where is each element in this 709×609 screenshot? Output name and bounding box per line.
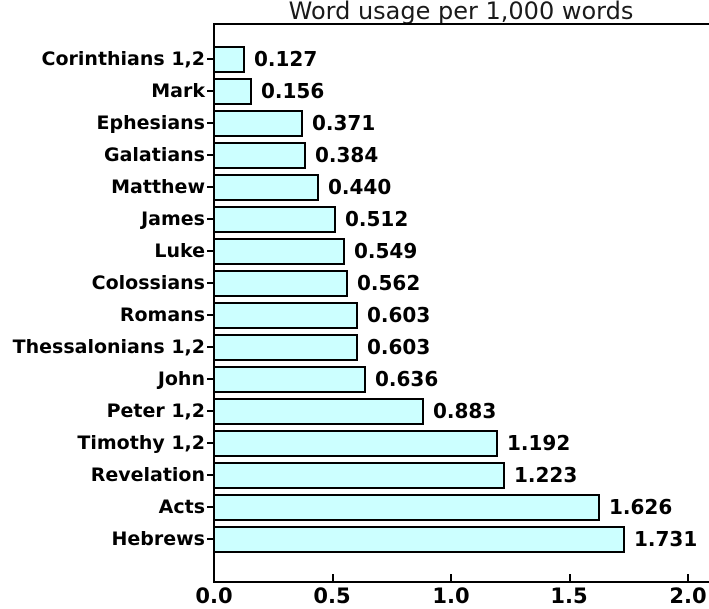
- y-category-label: James: [141, 208, 205, 230]
- y-axis-tick: [207, 218, 213, 220]
- y-category-label: Corinthians 1,2: [41, 48, 205, 70]
- value-label: 1.223: [514, 463, 578, 487]
- y-category-label: Galatians: [103, 144, 205, 166]
- y-axis-tick: [207, 154, 213, 156]
- y-category-label: Romans: [119, 304, 205, 326]
- y-category-label: Acts: [158, 496, 205, 518]
- y-axis-tick: [207, 410, 213, 412]
- value-label: 0.549: [354, 239, 418, 263]
- value-label: 0.883: [433, 399, 497, 423]
- y-category-label: Ephesians: [96, 112, 205, 134]
- bar: [215, 398, 424, 425]
- x-tick-label: 0.5: [313, 584, 351, 608]
- y-axis-tick: [207, 378, 213, 380]
- y-axis-tick: [207, 538, 213, 540]
- y-category-label: Luke: [154, 240, 205, 262]
- y-axis-tick: [207, 122, 213, 124]
- x-axis-tick: [569, 574, 571, 581]
- value-label: 0.440: [328, 175, 392, 199]
- value-label: 0.127: [254, 47, 318, 71]
- y-axis-tick: [207, 90, 213, 92]
- value-label: 0.512: [345, 207, 409, 231]
- bar: [215, 430, 498, 457]
- x-tick-label: 0.0: [195, 584, 233, 608]
- bar: [215, 462, 505, 489]
- x-axis-tick: [687, 574, 689, 581]
- y-axis-tick: [207, 282, 213, 284]
- value-label: 0.562: [357, 271, 421, 295]
- y-axis-tick: [207, 250, 213, 252]
- plot-area: 0.127 0.156 0.371 0.384 0.440 0.512 0.549 0.562…: [207, 23, 709, 583]
- bar: [215, 206, 336, 233]
- x-tick-label: 1.0: [432, 584, 470, 608]
- y-category-label: John: [157, 368, 205, 390]
- chart-title: Word usage per 1,000 words: [288, 0, 634, 25]
- x-axis-tick: [450, 574, 452, 581]
- bar: [215, 174, 319, 201]
- y-axis-tick: [207, 314, 213, 316]
- bar: [215, 494, 600, 521]
- y-category-label: Timothy 1,2: [77, 432, 205, 454]
- y-category-label: Revelation: [90, 464, 205, 486]
- x-tick-label: 2.0: [669, 584, 707, 608]
- value-label: 0.156: [261, 79, 325, 103]
- value-label: 0.371: [312, 111, 376, 135]
- bar: [215, 110, 303, 137]
- value-label: 0.384: [315, 143, 379, 167]
- y-category-label: Matthew: [111, 176, 205, 198]
- y-category-label: Colossians: [91, 272, 205, 294]
- y-category-label: Thessalonians 1,2: [12, 336, 205, 358]
- y-axis-tick: [207, 346, 213, 348]
- value-label: 0.636: [375, 367, 439, 391]
- x-axis-tick: [332, 574, 334, 581]
- bar: [215, 78, 252, 105]
- bar: [215, 142, 306, 169]
- y-category-label: Peter 1,2: [106, 400, 205, 422]
- bar: [215, 238, 345, 265]
- y-axis-tick: [207, 58, 213, 60]
- bar: [215, 302, 358, 329]
- bar: [215, 270, 348, 297]
- bar: [215, 46, 245, 73]
- value-label: 1.626: [609, 495, 673, 519]
- bar: [215, 526, 625, 553]
- value-label: 0.603: [367, 303, 431, 327]
- y-axis-tick: [207, 506, 213, 508]
- y-category-label: Mark: [151, 80, 205, 102]
- value-label: 1.731: [634, 527, 698, 551]
- y-axis-tick: [207, 186, 213, 188]
- y-axis-tick: [207, 474, 213, 476]
- bar: [215, 334, 358, 361]
- value-label: 1.192: [507, 431, 571, 455]
- x-tick-label: 1.5: [550, 584, 588, 608]
- y-axis-tick: [207, 442, 213, 444]
- value-label: 0.603: [367, 335, 431, 359]
- x-axis-tick: [213, 574, 215, 581]
- bar: [215, 366, 366, 393]
- y-category-label: Hebrews: [111, 528, 205, 550]
